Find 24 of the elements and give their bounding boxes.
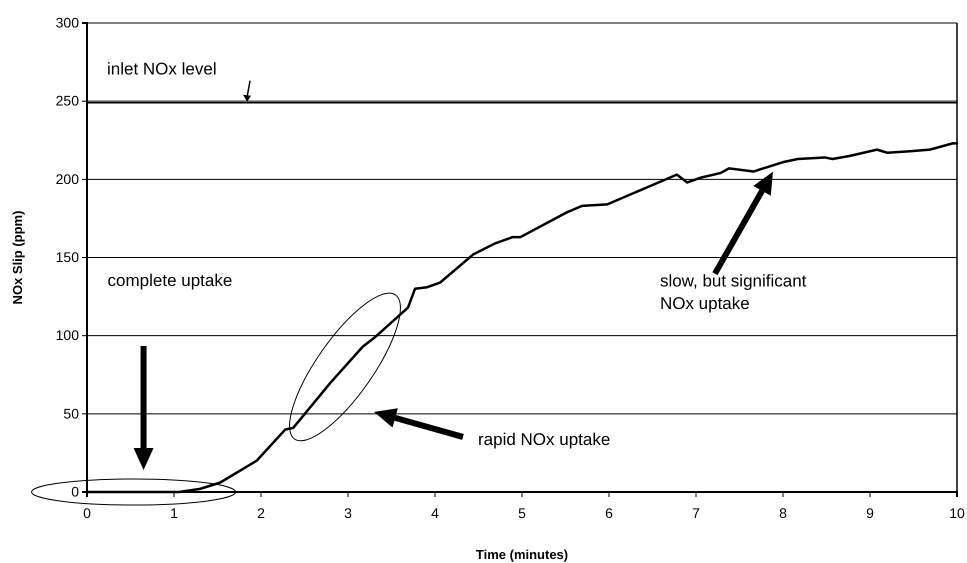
- x-tick-label: 7: [692, 505, 700, 522]
- x-tick-label: 3: [344, 505, 352, 522]
- x-tick-label: 2: [257, 505, 266, 522]
- x-tick-label: 8: [779, 505, 788, 522]
- y-tick-label: 0: [71, 483, 80, 500]
- y-axis-title: NOx Slip (ppm): [10, 210, 25, 304]
- y-tick-label: 100: [56, 327, 80, 344]
- x-tick-label: 1: [170, 505, 178, 522]
- annotation: complete uptake: [108, 271, 232, 290]
- x-tick-label: 6: [605, 505, 614, 522]
- x-tick-label: 4: [431, 505, 440, 522]
- x-tick-label: 10: [949, 505, 965, 522]
- annotation: slow, but significant NOx uptake: [660, 272, 807, 313]
- x-axis-title: Time (minutes): [476, 547, 568, 562]
- y-tick-label: 50: [63, 405, 80, 422]
- x-tick-label: 9: [866, 505, 874, 522]
- x-tick-label: 0: [83, 505, 92, 522]
- y-tick-label: 300: [56, 14, 80, 30]
- x-tick-label: 5: [518, 505, 526, 522]
- y-tick-label: 200: [56, 170, 80, 187]
- y-tick-label: 250: [56, 92, 80, 109]
- annotation: rapid NOx uptake: [478, 430, 610, 449]
- ref-line-label: inlet NOx level: [107, 60, 217, 79]
- y-tick-label: 150: [56, 248, 80, 265]
